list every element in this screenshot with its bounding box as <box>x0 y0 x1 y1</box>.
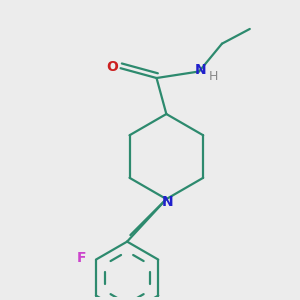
Text: H: H <box>209 70 218 83</box>
Text: N: N <box>195 63 206 77</box>
Text: F: F <box>76 251 86 265</box>
Text: O: O <box>106 60 118 74</box>
Text: N: N <box>162 195 174 209</box>
